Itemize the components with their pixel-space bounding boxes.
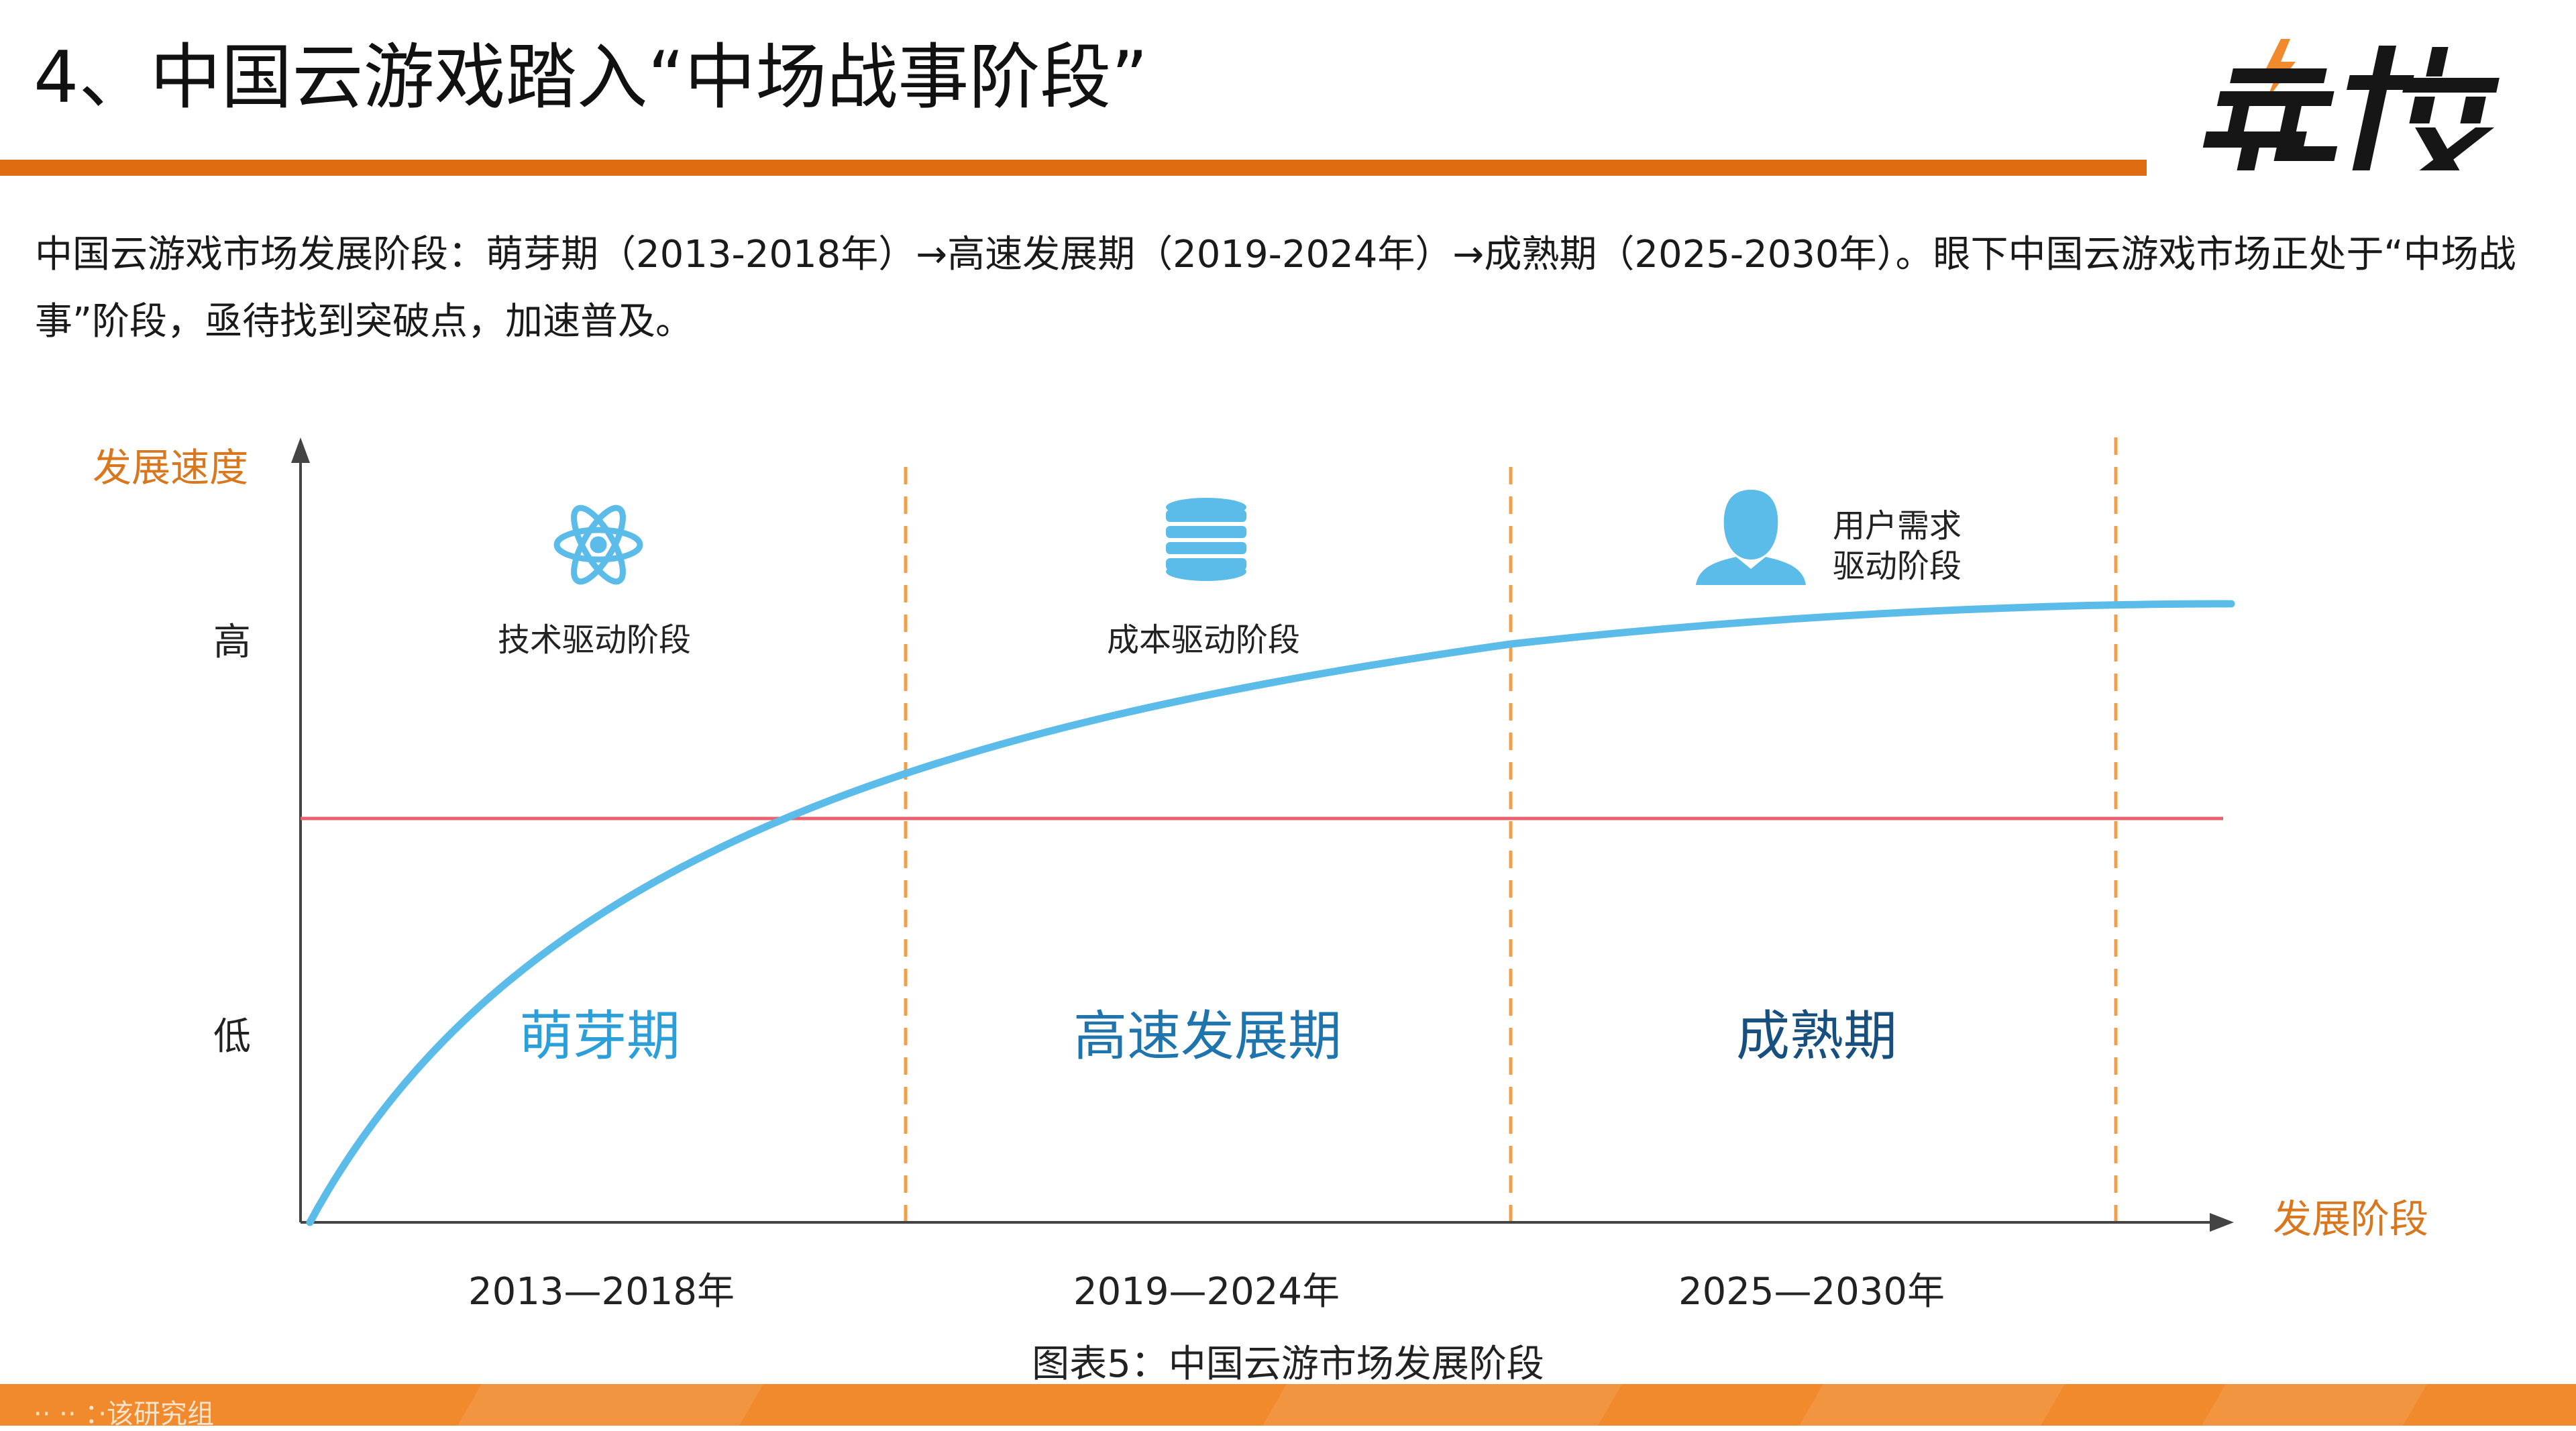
y-axis-title: 发展速度 — [93, 445, 249, 490]
period-label-3: 2025—2030年 — [1678, 1270, 1945, 1314]
stage-label-user-line2: 驱动阶段 — [1833, 547, 1962, 585]
footer-bar: ·· ·· ：·该研究组 — [0, 1384, 2576, 1430]
x-axis-arrow — [2210, 1213, 2234, 1232]
footer-stripe — [2202, 1384, 2427, 1426]
user-icon — [1696, 490, 1806, 585]
figure-caption: 图表5：中国云游市场发展阶段 — [1032, 1342, 1544, 1386]
stage-label-cost: 成本驱动阶段 — [1107, 621, 1301, 659]
period-label-1: 2013—2018年 — [468, 1270, 735, 1314]
phase-label-mature: 成熟期 — [1736, 1005, 1897, 1067]
phase-label-sprout: 萌芽期 — [519, 1005, 680, 1067]
title-underline — [0, 160, 2147, 176]
atom-icon — [553, 505, 643, 585]
stage-label-user: 用户需求 驱动阶段 — [1833, 506, 1962, 586]
y-axis-arrow — [291, 437, 310, 463]
y-tick-high: 高 — [213, 621, 251, 664]
phase-label-rapid-growth: 高速发展期 — [1073, 1005, 1342, 1067]
period-label-2: 2019—2024年 — [1073, 1270, 1340, 1314]
footer-stripe — [1799, 1384, 2065, 1426]
brand-logo-mark — [2202, 39, 2500, 170]
footer-text: ·· ·· ：·该研究组 — [34, 1399, 215, 1430]
footer-stripe — [1263, 1384, 1622, 1426]
intro-paragraph: 中国云游戏市场发展阶段：萌芽期（2013-2018年）→高速发展期（2019-2… — [35, 233, 2516, 343]
stage-label-user-line1: 用户需求 — [1833, 507, 1962, 545]
page-title: 4、中国云游戏踏入“中场战事阶段” — [34, 36, 1148, 119]
stage-label-tech: 技术驱动阶段 — [498, 621, 692, 659]
brand-logo — [2202, 27, 2524, 181]
database-icon — [1166, 498, 1246, 581]
y-tick-low: 低 — [213, 1015, 251, 1059]
footer-stripe — [458, 1384, 763, 1426]
x-axis-title: 发展阶段 — [2273, 1196, 2429, 1242]
growth-curve — [306, 600, 2235, 1226]
